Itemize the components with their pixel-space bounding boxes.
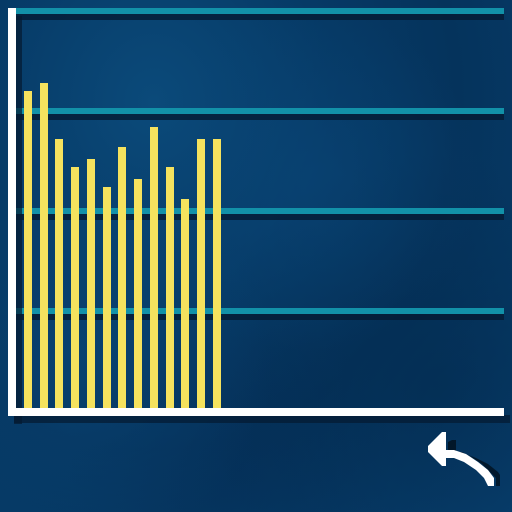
x-axis-shadow <box>14 415 510 423</box>
back-button[interactable] <box>420 428 502 492</box>
gridline-shadow <box>16 14 504 20</box>
back-arrow-icon <box>428 432 502 486</box>
bar <box>213 139 221 411</box>
gridline-shadow <box>16 114 504 120</box>
gridline <box>16 8 504 14</box>
bar <box>55 139 63 411</box>
x-axis <box>8 408 504 416</box>
y-axis-shadow <box>14 16 22 424</box>
bar <box>134 179 142 411</box>
bar <box>150 127 158 411</box>
gridline <box>16 108 504 114</box>
gridline-shadow <box>16 314 504 320</box>
gridline <box>16 308 504 314</box>
gridline <box>16 208 504 214</box>
bar <box>103 187 111 411</box>
bar <box>181 199 189 411</box>
axes <box>8 8 510 424</box>
gridline-shadow <box>16 214 504 220</box>
bar <box>197 139 205 411</box>
bar <box>71 167 79 411</box>
bar <box>166 167 174 411</box>
y-axis <box>8 8 16 416</box>
bar <box>40 83 48 411</box>
bar <box>118 147 126 411</box>
bar <box>24 91 32 411</box>
bars <box>24 83 221 411</box>
gridlines <box>16 8 504 320</box>
bar <box>87 159 95 411</box>
